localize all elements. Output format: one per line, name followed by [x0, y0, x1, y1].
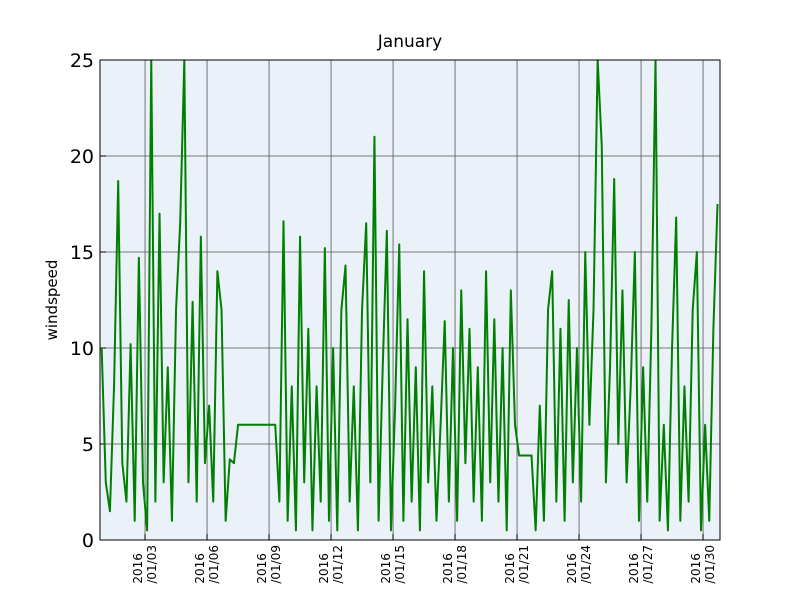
y-tick-label: 20	[70, 146, 94, 168]
plot-frame	[99, 59, 721, 541]
y-tick-label: 5	[82, 434, 94, 456]
x-tick-label: 2016 /01/21	[503, 545, 532, 584]
data-line	[100, 60, 719, 532]
y-tick-label: 15	[70, 242, 94, 264]
x-tick-label: 2016 /01/30	[689, 545, 718, 584]
x-tick-label: 2016 /01/24	[565, 545, 594, 584]
x-tick-label: 2016 /01/18	[441, 545, 470, 584]
x-tick-label: 2016 /01/09	[255, 545, 284, 584]
x-tick-label: 2016 /01/12	[317, 545, 346, 584]
y-tick-label: 0	[82, 530, 94, 552]
x-tick-label: 2016 /01/27	[627, 545, 656, 584]
x-tick-label: 2016 /01/15	[379, 545, 408, 584]
x-tick-label: 2016 /01/03	[131, 545, 160, 584]
x-tick-label: 2016 /01/06	[193, 545, 222, 584]
y-tick-label: 25	[70, 50, 94, 72]
y-axis-label: windspeed	[43, 260, 61, 341]
y-tick-label: 10	[70, 338, 94, 360]
chart-title: January	[377, 32, 442, 52]
